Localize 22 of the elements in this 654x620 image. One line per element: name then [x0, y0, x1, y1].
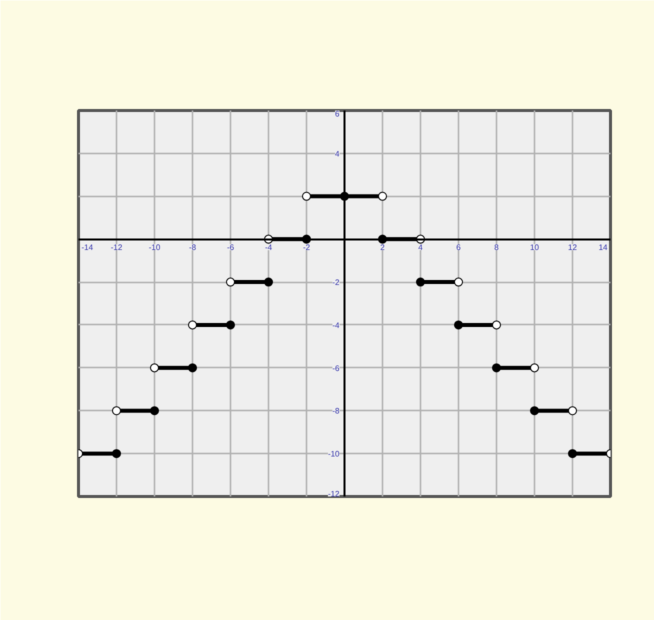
x-tick-label: -10: [148, 243, 161, 252]
x-tick-label: 10: [530, 243, 540, 252]
y-tick-label: 4: [335, 149, 340, 158]
x-tick-label: 4: [418, 243, 424, 252]
x-tick-label: -6: [226, 243, 235, 252]
x-tick-label: 14: [598, 243, 608, 252]
x-tick-label: 6: [456, 243, 462, 252]
y-tick-label: -6: [332, 364, 340, 373]
x-tick-label: 12: [568, 243, 578, 252]
y-tick-label: 6: [335, 110, 340, 118]
x-tick-label: -8: [188, 243, 197, 252]
y-tick-label: -2: [332, 278, 340, 288]
y-tick-label: -4: [332, 320, 340, 330]
y-tick-label: -12: [328, 490, 340, 498]
y-tick-label: -10: [328, 450, 340, 459]
x-tick-label: -12: [110, 243, 123, 252]
x-tick-label: 2: [380, 243, 386, 252]
x-tick-label: -14: [82, 243, 94, 252]
y-tick-label: -8: [332, 406, 340, 416]
x-tick-label: -4: [264, 243, 273, 252]
x-tick-label: 8: [494, 243, 500, 252]
x-tick-label: -2: [302, 243, 311, 252]
